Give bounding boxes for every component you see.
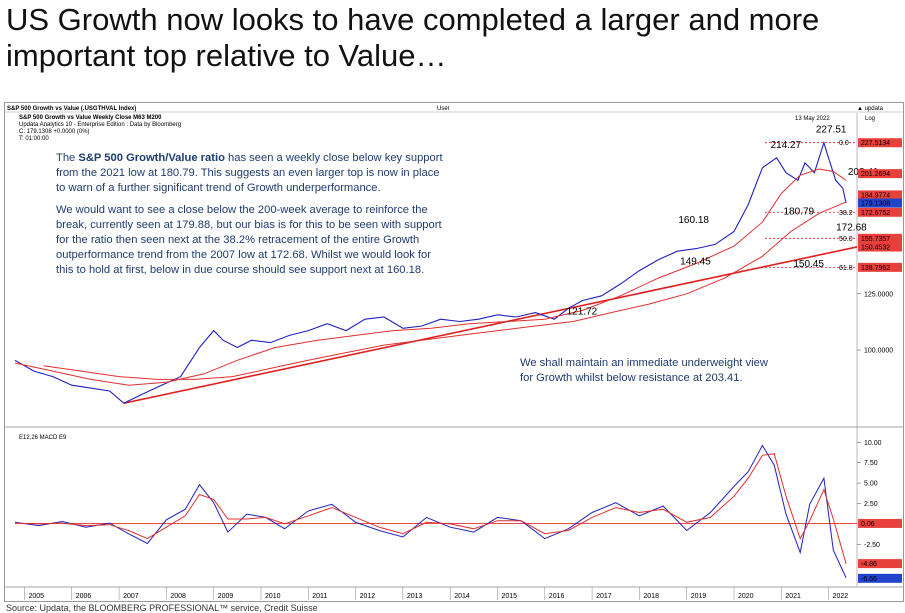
macd-line — [14, 444, 847, 579]
fib-level-label: 61.8 — [839, 265, 853, 272]
x-tick-label: 2021 — [785, 593, 801, 600]
note-paragraph-1: The S&P 500 Growth/Value ratio has seen … — [56, 152, 443, 194]
note-paragraph-2-line: break, currently seen at 179.88, but our… — [56, 219, 442, 231]
fib-level-label: 38.2 — [839, 210, 853, 217]
macd-label: E12,26 MACD E9 — [19, 435, 67, 441]
price-axis-badge — [858, 207, 902, 217]
note-paragraph-2-line: We would want to see a close below the 2… — [56, 204, 428, 216]
note-paragraph-3-line: for Growth whilst below resistance at 20… — [520, 372, 743, 384]
price-axis-badge — [858, 190, 902, 200]
close-readout: C: 179.1308 +0.0000 (0%) — [19, 129, 90, 135]
price-axis-badge — [858, 169, 902, 179]
macd-signal-line — [14, 453, 847, 565]
note-line: has seen a weekly close below key suppor… — [225, 152, 444, 164]
price-axis-badge-text: 179.1308 — [861, 201, 890, 208]
updata-brand: ▲ updata — [857, 106, 884, 112]
macd-axis-badge — [858, 518, 902, 528]
note-line: from the 2021 low at 180.79. This sugges… — [56, 167, 440, 179]
macd-y-tick-label: 7.50 — [864, 460, 878, 467]
fib-level-label: 0.0 — [839, 140, 849, 147]
price-axis-badge — [858, 242, 902, 252]
macd-axis-badge — [858, 573, 902, 583]
x-tick-label: 2022 — [833, 593, 849, 600]
y-tick-label: 100.0000 — [864, 348, 893, 355]
price-axis-badge-text: 155.7357 — [861, 236, 890, 243]
x-tick-label: 2005 — [28, 593, 44, 600]
x-tick-label: 2009 — [218, 593, 234, 600]
macd-y-tick-label: -2.50 — [864, 542, 880, 549]
x-tick-label: 2012 — [360, 593, 376, 600]
x-tick-label: 2008 — [170, 593, 186, 600]
price-axis-badge-text: 138.7962 — [861, 265, 890, 272]
macd-y-tick-label: 2.50 — [864, 501, 878, 508]
macd-y-tick-label: 10.00 — [864, 440, 882, 447]
note-paragraph-2-line: for the ratio then seen next at the 38.2… — [56, 234, 419, 246]
x-tick-label: 2015 — [501, 593, 517, 600]
price-annotation: 214.27 — [771, 140, 802, 151]
price-axis-badge-text: 201.2694 — [861, 171, 890, 178]
price-annotation: 149.45 — [680, 257, 711, 268]
price-axis-badge-text: 172.6752 — [861, 210, 890, 217]
x-tick-label: 2014 — [454, 593, 470, 600]
chart-svg: S&P 500 Growth vs Value (.USGTHVAL Index… — [5, 106, 903, 600]
x-tick-label: 2017 — [596, 593, 612, 600]
chart-frame: S&P 500 Growth vs Value (.USGTHVAL Index… — [4, 102, 904, 602]
price-axis-badge-text: 227.5134 — [861, 140, 890, 147]
x-tick-label: 2013 — [407, 593, 423, 600]
trend-line — [123, 246, 858, 404]
x-tick-label: 2011 — [312, 593, 327, 600]
macd-y-tick-label: 5.00 — [864, 481, 878, 488]
price-annotation: 180.79 — [784, 207, 815, 218]
x-tick-label: 2010 — [265, 593, 281, 600]
price-axis-badge — [858, 262, 902, 272]
note-paragraph-2-line: outperformance trend from the 2007 low a… — [56, 249, 431, 261]
chart-subtitle: S&P 500 Growth vs Value Weekly Close M63… — [19, 115, 162, 121]
user-label: User — [437, 106, 450, 112]
macd-axis-badge-text: -4.86 — [861, 561, 877, 568]
price-annotation: 160.18 — [678, 215, 709, 226]
source-footer: Source: Updata, the BLOOMBERG PROFESSION… — [6, 603, 318, 613]
price-annotation: 150.45 — [793, 259, 824, 270]
price-axis-badge-text: 184.9774 — [861, 192, 890, 199]
headline: US Growth now looks to have completed a … — [6, 2, 820, 73]
note-paragraph-3-line: We shall maintain an immediate underweig… — [520, 357, 769, 369]
note-line: to warn of a further significant trend o… — [56, 182, 381, 194]
log-scale-label: Log — [865, 116, 875, 122]
chart-title-line: S&P 500 Growth vs Value (.USGTHVAL Index… — [7, 106, 136, 112]
x-tick-label: 2006 — [76, 593, 92, 600]
fib-level-label: 50.0 — [839, 236, 853, 243]
ma200-series-line — [43, 201, 847, 380]
chart-date: 13 May 2022 — [795, 116, 830, 122]
price-axis-badge — [858, 198, 902, 208]
price-annotation: 121.72 — [567, 306, 598, 317]
time-readout: T: 01:00:00 — [19, 136, 49, 142]
price-axis-badge-text: 150.4532 — [861, 245, 890, 252]
y-tick-label: 125.0000 — [864, 291, 893, 298]
note-text: The — [56, 152, 78, 164]
x-tick-label: 2020 — [738, 593, 754, 600]
ma63-series-line — [14, 168, 847, 386]
note-bold-text: S&P 500 Growth/Value ratio — [78, 152, 225, 164]
edition-line: Updata Analytics 10 - Enterprise Edition… — [19, 122, 181, 128]
macd-axis-badge — [858, 559, 902, 569]
x-tick-label: 2007 — [123, 593, 139, 600]
x-tick-label: 2019 — [691, 593, 707, 600]
macd-axis-badge-text: 0.06 — [861, 521, 875, 528]
price-axis-badge — [858, 138, 902, 148]
note-paragraph-2-line: this to hold at first, below in due cour… — [56, 264, 424, 276]
x-tick-label: 2016 — [549, 593, 565, 600]
x-tick-label: 2018 — [643, 593, 659, 600]
price-axis-badge — [858, 233, 902, 243]
price-annotation: 172.68 — [836, 222, 867, 233]
macd-axis-badge-text: -6.66 — [861, 576, 877, 583]
price-annotation: 227.51 — [816, 125, 847, 136]
